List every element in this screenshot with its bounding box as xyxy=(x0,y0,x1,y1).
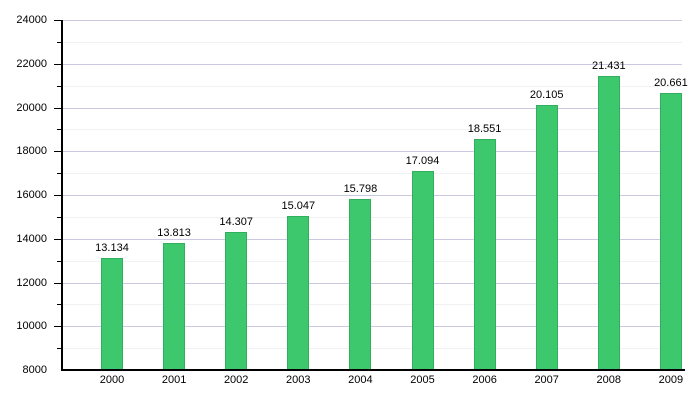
gridline-minor xyxy=(63,260,682,262)
x-tick-label: 2003 xyxy=(286,374,311,386)
x-tick-label: 2002 xyxy=(223,374,249,386)
bar-value-label: 20.105 xyxy=(529,89,564,102)
gridline-major xyxy=(63,20,682,21)
gridline-minor xyxy=(63,216,682,218)
y-minor-tick xyxy=(57,260,61,262)
y-tick-label: 10000 xyxy=(16,320,47,333)
bar xyxy=(535,105,558,370)
bar xyxy=(163,242,186,370)
y-minor-tick xyxy=(57,304,61,306)
bar-value-label: 20.661 xyxy=(654,77,688,90)
y-major-tick xyxy=(54,63,61,65)
y-tick-label: 12000 xyxy=(16,276,47,289)
y-tick-label: 8000 xyxy=(22,364,47,376)
y-tick-label: 18000 xyxy=(16,145,47,158)
gridline-minor xyxy=(63,129,682,131)
y-tick-label: 22000 xyxy=(16,57,47,70)
y-tick-label: 24000 xyxy=(16,14,47,26)
x-tick-label: 2009 xyxy=(658,374,684,386)
gridline-major xyxy=(63,107,682,109)
y-major-tick xyxy=(54,326,61,328)
x-tick-label: 2006 xyxy=(472,374,497,386)
gridline-minor xyxy=(63,85,682,87)
bar-value-label: 21.431 xyxy=(591,60,626,73)
bar-value-label: 15.798 xyxy=(343,183,378,196)
gridline-major xyxy=(63,326,682,328)
y-major-tick xyxy=(54,238,61,240)
y-tick-label: 20000 xyxy=(16,101,47,114)
bar-value-label: 15.047 xyxy=(281,199,316,212)
gridline-minor xyxy=(63,304,682,306)
y-major-tick xyxy=(54,282,61,284)
bar xyxy=(411,171,434,370)
bar xyxy=(225,232,248,370)
x-axis-line xyxy=(61,369,685,371)
gridline-major xyxy=(63,151,682,153)
x-tick-label: 2008 xyxy=(596,374,622,386)
gridline-major xyxy=(63,195,682,196)
bar-value-label: 13.813 xyxy=(157,226,191,239)
bar xyxy=(473,139,496,370)
gridline-major xyxy=(63,238,682,240)
bar xyxy=(101,257,123,370)
bar xyxy=(349,199,372,370)
y-tick-label: 14000 xyxy=(16,232,47,245)
y-major-tick xyxy=(54,107,61,109)
y-major-tick xyxy=(54,195,61,196)
gridline-minor xyxy=(63,173,682,175)
bar-value-label: 17.094 xyxy=(405,155,440,168)
gridline-minor xyxy=(63,348,682,350)
gridline-major xyxy=(63,282,682,284)
y-tick-label: 16000 xyxy=(16,189,47,201)
bar-value-label: 14.307 xyxy=(219,216,254,229)
x-tick-label: 2005 xyxy=(410,374,435,386)
bar-value-label: 18.551 xyxy=(467,123,502,136)
bar-value-label: 13.134 xyxy=(95,241,129,254)
gridline-major xyxy=(63,63,682,65)
x-tick-label: 2004 xyxy=(348,374,373,386)
x-tick-label: 2007 xyxy=(534,374,559,386)
gridline-minor xyxy=(63,41,682,43)
x-tick-label: 2001 xyxy=(161,374,187,386)
y-minor-tick xyxy=(57,85,61,87)
y-minor-tick xyxy=(57,41,61,43)
bar xyxy=(597,76,620,370)
y-minor-tick xyxy=(57,173,61,175)
y-axis-line xyxy=(61,20,63,371)
y-major-tick xyxy=(54,20,61,21)
bar xyxy=(659,93,682,370)
x-tick-label: 2000 xyxy=(99,374,125,386)
y-minor-tick xyxy=(57,348,61,350)
bar xyxy=(287,215,310,370)
y-major-tick xyxy=(54,151,61,153)
y-minor-tick xyxy=(57,129,61,131)
y-minor-tick xyxy=(57,216,61,218)
